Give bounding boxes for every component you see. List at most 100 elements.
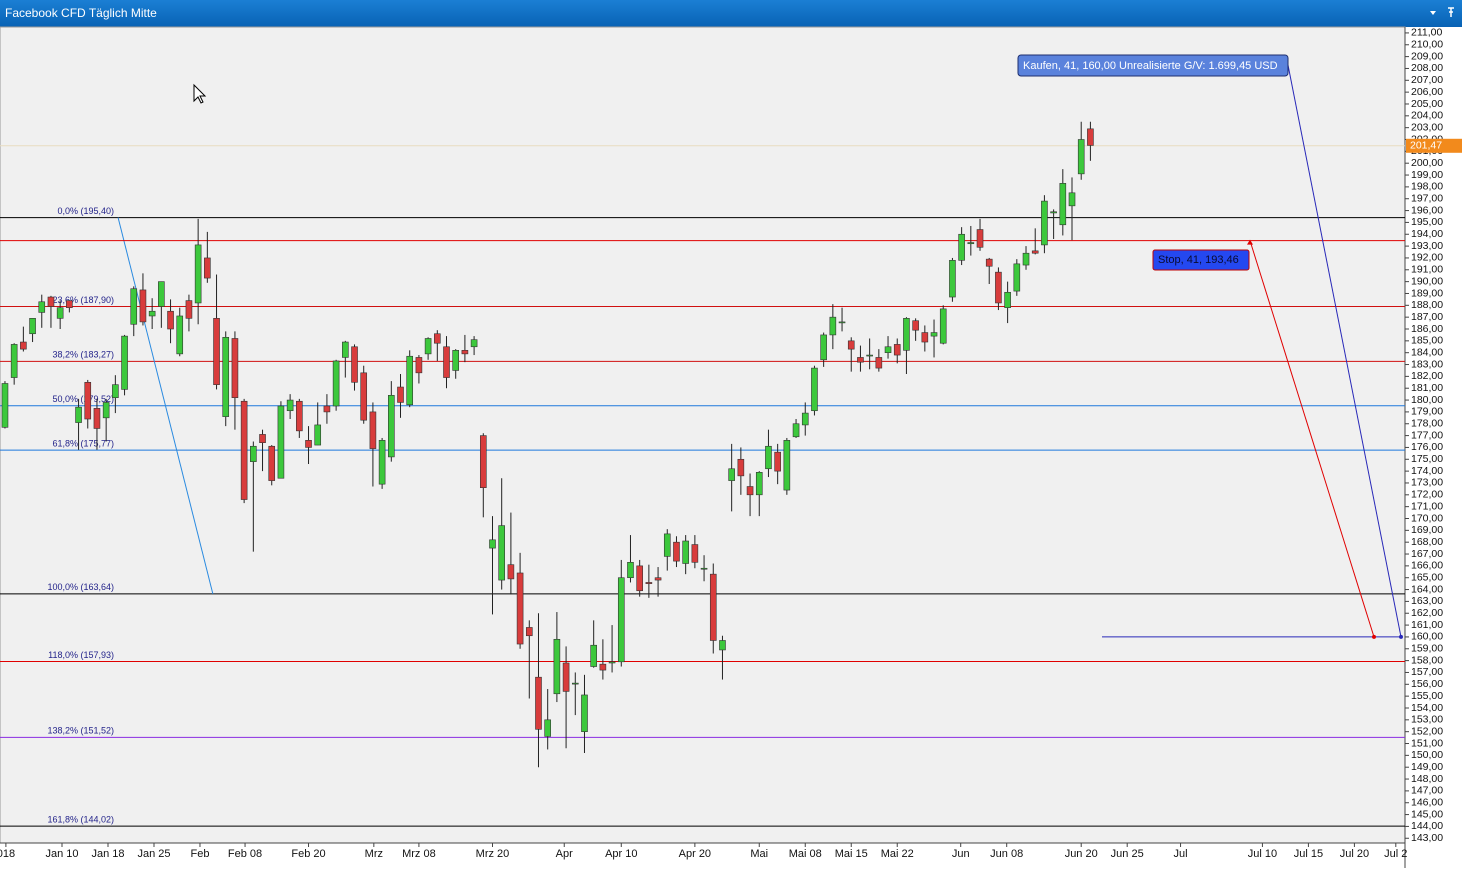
buy-order-point bbox=[1399, 634, 1403, 639]
y-tick-label: 209,00 bbox=[1411, 50, 1443, 62]
y-tick-label: 179,00 bbox=[1411, 406, 1443, 418]
stop-order-point bbox=[1372, 634, 1376, 639]
candle-body bbox=[875, 357, 883, 369]
candle-body bbox=[20, 341, 27, 350]
y-tick-label: 164,00 bbox=[1411, 583, 1443, 595]
fib-trend-line bbox=[117, 217, 214, 594]
candle-body bbox=[866, 354, 873, 357]
y-tick-label: 184,00 bbox=[1411, 346, 1443, 358]
candle-body bbox=[995, 271, 1002, 304]
candle-body bbox=[700, 567, 708, 570]
candle-body bbox=[1031, 250, 1039, 254]
candle-body bbox=[571, 682, 579, 685]
candle-body bbox=[829, 316, 837, 336]
candle-body bbox=[498, 525, 505, 581]
candle-body bbox=[360, 372, 368, 421]
y-tick-label: 171,00 bbox=[1411, 500, 1443, 512]
candle-body bbox=[369, 411, 377, 449]
candle-body bbox=[939, 308, 947, 344]
candle-body bbox=[185, 300, 193, 319]
x-tick-label: Jun 20 bbox=[1065, 848, 1098, 860]
candle-body bbox=[56, 307, 64, 319]
y-tick-label: 200,00 bbox=[1411, 157, 1443, 169]
candle-body bbox=[148, 310, 156, 317]
candle-body bbox=[240, 400, 248, 500]
x-tick-label: Jan 18 bbox=[91, 848, 124, 860]
candle-body bbox=[286, 399, 294, 412]
y-tick-label: 144,00 bbox=[1411, 820, 1443, 832]
candle-body bbox=[213, 318, 220, 385]
candle-body bbox=[259, 434, 266, 443]
mouse-cursor bbox=[193, 83, 207, 104]
x-tick-label: Jun 25 bbox=[1111, 848, 1144, 860]
candle-body bbox=[746, 486, 754, 496]
fib-level-label: 118,0% (157,93) bbox=[48, 650, 114, 660]
y-tick-label: 194,00 bbox=[1411, 228, 1443, 240]
candle-body bbox=[562, 662, 570, 692]
y-tick-label: 154,00 bbox=[1411, 702, 1443, 714]
candle-body bbox=[406, 355, 414, 406]
y-tick-label: 165,00 bbox=[1411, 571, 1443, 583]
title-bar bbox=[0, 0, 1462, 27]
candle-body bbox=[903, 318, 910, 351]
y-tick-label: 178,00 bbox=[1411, 418, 1443, 430]
buy-order-connector bbox=[1287, 64, 1402, 638]
candle-body bbox=[949, 260, 956, 298]
y-tick-label: 186,00 bbox=[1411, 323, 1443, 335]
y-tick-label: 173,00 bbox=[1411, 477, 1443, 489]
x-tick-label: Apr bbox=[556, 848, 573, 860]
candle-body bbox=[112, 384, 119, 398]
y-tick-label: 143,00 bbox=[1411, 832, 1443, 844]
candle-body bbox=[222, 336, 230, 417]
fib-level-label: 23,6% (187,90) bbox=[52, 295, 114, 305]
candle-body bbox=[1013, 263, 1021, 292]
candle-body bbox=[691, 544, 699, 563]
candle-body bbox=[1059, 183, 1067, 226]
current-price-label: 201,47 bbox=[1410, 140, 1442, 152]
fib-level-label: 100,0% (163,64) bbox=[47, 582, 114, 592]
stop-marker bbox=[1247, 239, 1253, 245]
y-tick-label: 210,00 bbox=[1411, 39, 1443, 51]
y-tick-label: 147,00 bbox=[1411, 785, 1443, 797]
candle-body bbox=[38, 301, 46, 313]
fib-level-label: 50,0% (179,52) bbox=[52, 394, 114, 404]
candle-body bbox=[792, 423, 800, 438]
x-tick-label: Mrz bbox=[365, 848, 383, 860]
buy-order-box bbox=[1017, 54, 1289, 77]
candle-body bbox=[838, 321, 846, 324]
candle-body bbox=[525, 627, 533, 637]
candle-body bbox=[158, 281, 165, 307]
x-tick-label: Mai bbox=[750, 848, 768, 860]
x-tick-label: Apr 10 bbox=[605, 848, 637, 860]
x-tick-label: Feb 08 bbox=[228, 848, 262, 860]
candle-body bbox=[204, 257, 211, 279]
candle-body bbox=[627, 562, 634, 579]
y-tick-label: 199,00 bbox=[1411, 169, 1443, 181]
x-tick-label: Jul 15 bbox=[1294, 848, 1323, 860]
candle-body bbox=[305, 440, 312, 448]
menu-icon[interactable] bbox=[1430, 11, 1436, 15]
stop-order-connector bbox=[1249, 240, 1375, 638]
y-tick-label: 167,00 bbox=[1411, 548, 1443, 560]
candle-body bbox=[590, 644, 597, 667]
candle-body bbox=[617, 577, 625, 663]
candle-body bbox=[102, 402, 110, 419]
candle-body bbox=[774, 451, 781, 472]
candle-body bbox=[130, 288, 138, 325]
candle-body bbox=[479, 435, 487, 489]
pin-icon[interactable] bbox=[1448, 7, 1454, 17]
candle-body bbox=[332, 360, 340, 407]
candle-body bbox=[553, 638, 561, 695]
y-tick-label: 193,00 bbox=[1411, 240, 1443, 252]
stop-order-label: Stop, 41, 193,46 bbox=[1158, 254, 1239, 266]
y-tick-label: 172,00 bbox=[1411, 489, 1443, 501]
candle-body bbox=[93, 408, 101, 429]
x-tick-label: Jul 20 bbox=[1340, 848, 1369, 860]
candle-body bbox=[231, 338, 239, 398]
candle-body bbox=[654, 577, 662, 581]
candle-body bbox=[967, 242, 975, 245]
x-tick-label: Mrz 08 bbox=[402, 848, 436, 860]
y-tick-label: 197,00 bbox=[1411, 193, 1443, 205]
y-tick-label: 168,00 bbox=[1411, 536, 1443, 548]
